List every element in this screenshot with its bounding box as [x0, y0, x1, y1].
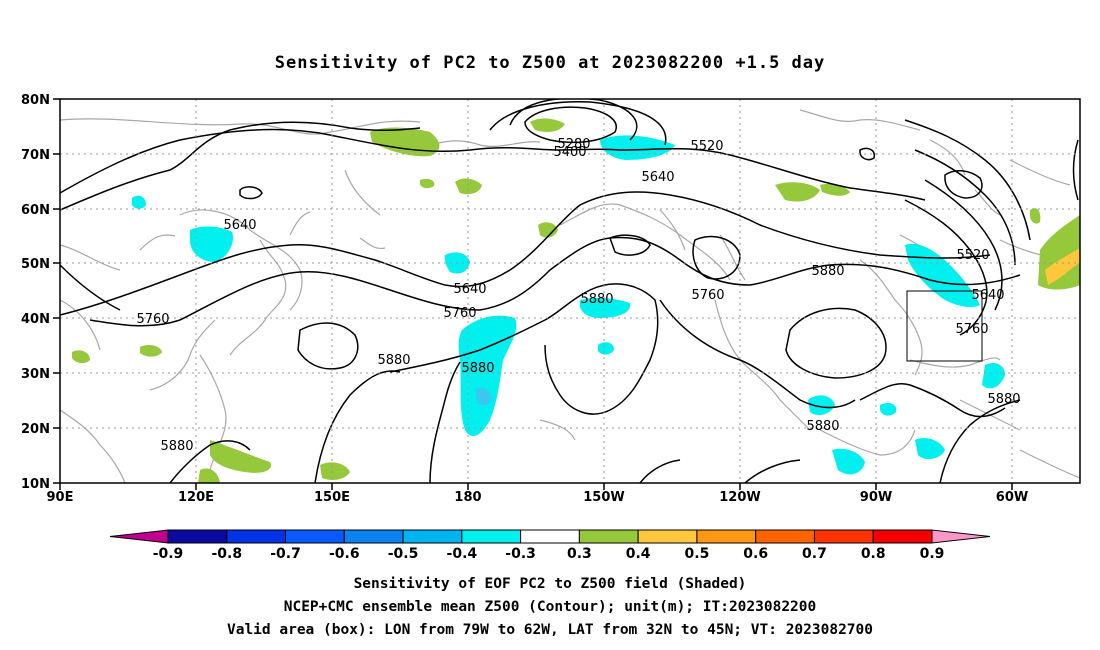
colorbar-swatch — [226, 529, 287, 544]
contour-label: 5760 — [136, 312, 169, 327]
strong-positive-shading — [1045, 248, 1080, 285]
footer-line-2: NCEP+CMC ensemble mean Z500 (Contour); u… — [284, 599, 817, 615]
contour-label: 5280 — [557, 137, 590, 152]
contour-label: 5640 — [223, 218, 256, 233]
colorbar-label: -0.6 — [329, 546, 360, 562]
negative-sensitivity-shading — [132, 135, 1005, 475]
colorbar-triangle-low — [109, 529, 169, 544]
colorbar-swatch — [813, 529, 874, 544]
colorbar-label: -0.8 — [211, 546, 242, 562]
lat-label: 70N — [21, 148, 50, 163]
colorbar-swatch — [402, 529, 463, 544]
contour-label: 5880 — [461, 361, 494, 376]
lon-label: 150E — [314, 490, 350, 505]
lat-label: 10N — [21, 477, 50, 492]
colorbar-label: -0.3 — [505, 546, 536, 562]
z500-contours — [60, 99, 1079, 483]
contour-label: 5880 — [377, 353, 410, 368]
lat-lon-grid — [60, 99, 1080, 483]
axis-ticks — [53, 98, 1013, 490]
lat-label: 30N — [21, 367, 50, 382]
colorbar-label: 0.4 — [626, 546, 651, 562]
lat-label: 20N — [21, 422, 50, 437]
colorbar-swatch — [461, 529, 522, 544]
contour-label: 5880 — [806, 419, 839, 434]
colorbar-label: -0.4 — [447, 546, 478, 562]
colorbar-label: 0.3 — [567, 546, 592, 562]
colorbar — [109, 529, 991, 544]
contour-label: 5640 — [971, 288, 1004, 303]
lon-label: 90W — [860, 490, 892, 505]
colorbar-swatch — [285, 529, 345, 544]
contour-label: 5640 — [641, 170, 674, 185]
colorbar-swatch — [696, 529, 757, 544]
lat-label: 80N — [21, 93, 50, 108]
contour-label: 5640 — [453, 282, 486, 297]
valid-area-box — [906, 290, 983, 362]
colorbar-swatch — [343, 529, 404, 544]
contour-label: 5880 — [580, 292, 613, 307]
contour-label: 5880 — [160, 439, 193, 454]
colorbar-labels: -0.9 -0.8 -0.7 -0.6 -0.5 -0.4 -0.3 0.3 0.4 0.5 0.6… — [153, 546, 945, 562]
colorbar-swatch — [578, 529, 639, 544]
colorbar-label: 0.8 — [861, 546, 886, 562]
contour-label: 5760 — [955, 322, 988, 337]
lat-label: 60N — [21, 203, 50, 218]
colorbar-label: 0.7 — [802, 546, 827, 562]
coastlines — [60, 109, 1080, 483]
contour-label: 5400 — [553, 145, 586, 160]
colorbar-label: 0.9 — [920, 546, 945, 562]
lon-label: 120E — [178, 490, 214, 505]
lon-label: 90E — [47, 490, 74, 505]
lon-label: 120W — [719, 490, 760, 505]
colorbar-swatch — [167, 529, 228, 544]
contour-label: 5520 — [956, 248, 989, 263]
lat-label: 50N — [21, 257, 50, 272]
colorbar-label: 0.6 — [743, 546, 768, 562]
longitude-labels: 90E 120E 150E 180 150W 120W 90W 60W — [47, 490, 1029, 505]
contour-label: 5760 — [691, 288, 724, 303]
colorbar-swatch — [520, 529, 580, 544]
colorbar-label: -0.5 — [388, 546, 419, 562]
contour-label: 5760 — [443, 306, 476, 321]
colorbar-label: -0.9 — [153, 546, 184, 562]
colorbar-swatch — [872, 529, 933, 544]
latitude-labels: 80N 70N 60N 50N 40N 30N 20N 10N — [21, 93, 50, 492]
contour-label: 5880 — [811, 264, 844, 279]
contour-label: 5880 — [987, 392, 1020, 407]
figure-title: Sensitivity of PC2 to Z500 at 2023082200… — [275, 53, 826, 73]
lon-label: 180 — [454, 490, 481, 505]
lon-label: 150W — [583, 490, 624, 505]
colorbar-swatch — [637, 529, 698, 544]
contour-label: 5520 — [690, 139, 723, 154]
colorbar-label: -0.7 — [270, 546, 301, 562]
lat-label: 40N — [21, 312, 50, 327]
colorbar-swatch — [755, 529, 815, 544]
lon-label: 60W — [996, 490, 1028, 505]
colorbar-triangle-high — [931, 529, 991, 544]
footer-line-3: Valid area (box): LON from 79W to 62W, L… — [227, 622, 873, 638]
map-frame — [59, 98, 1081, 484]
contour-labels: 5280 5400 5520 5520 5640 5640 5640 5640 … — [136, 137, 1020, 454]
colorbar-label: 0.5 — [685, 546, 710, 562]
footer-line-1: Sensitivity of EOF PC2 to Z500 field (Sh… — [354, 576, 747, 592]
